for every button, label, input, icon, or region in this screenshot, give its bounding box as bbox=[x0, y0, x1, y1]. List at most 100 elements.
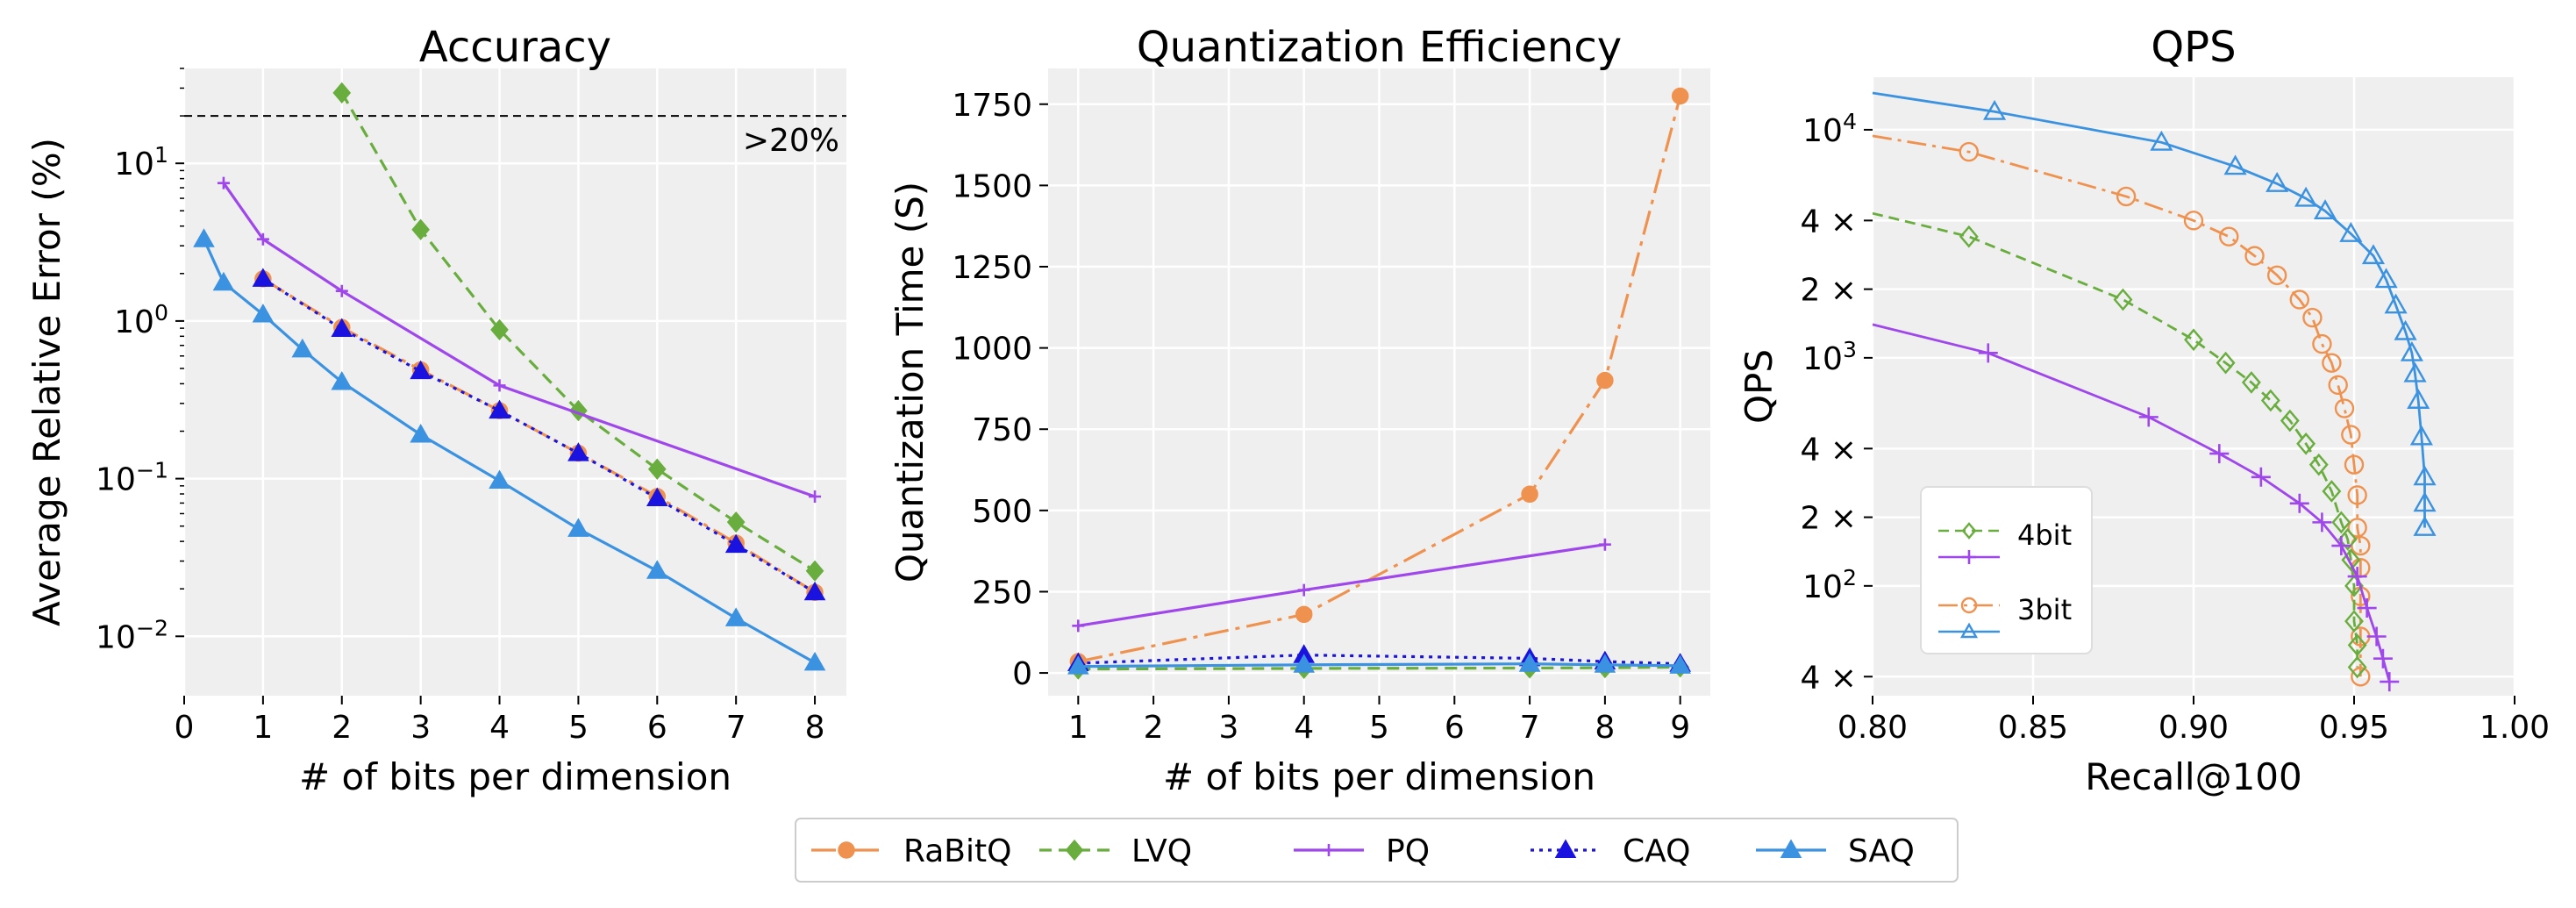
data-point-pq bbox=[809, 490, 822, 503]
x-tick-label: 3 bbox=[410, 710, 431, 746]
x-tick-label: 0.85 bbox=[1998, 710, 2068, 746]
x-tick-label: 6 bbox=[1445, 710, 1465, 746]
data-point-lvq bbox=[2344, 610, 2364, 633]
y-tick-label: 103 bbox=[1802, 336, 1857, 377]
y-axis-label: QPS bbox=[1738, 349, 1780, 424]
data-point-lvq bbox=[2347, 633, 2367, 657]
data-point-pq bbox=[2380, 672, 2400, 692]
data-point-rabitq bbox=[2312, 333, 2332, 354]
y-tick-label: 100 bbox=[114, 299, 168, 340]
panel-2: 1 2 3 4 5 6 7 8 9 0 250 500 750 1000 1250 1500 1750 Quant… bbox=[888, 23, 1710, 798]
y-tick-label: 500 bbox=[972, 494, 1032, 530]
legend-marker-rabitq bbox=[838, 841, 855, 859]
data-point-saq bbox=[2407, 389, 2430, 409]
y-tick-label: 1000 bbox=[952, 332, 1032, 368]
data-point-rabitq bbox=[1596, 371, 1614, 390]
x-tick-label: 0.80 bbox=[1837, 710, 1908, 746]
data-point-pq bbox=[2209, 444, 2230, 464]
y-tick-label: 750 bbox=[972, 412, 1032, 448]
x-tick-label: 2 bbox=[1144, 710, 1164, 746]
x-axis-label: # of bits per dimension bbox=[1163, 755, 1595, 798]
x-tick-label: 9 bbox=[1670, 710, 1690, 746]
data-point-saq bbox=[212, 271, 235, 291]
data-point-lvq bbox=[2331, 511, 2351, 534]
data-point-rabitq bbox=[2183, 211, 2204, 231]
data-point-rabitq bbox=[2266, 265, 2287, 286]
data-point-lvq bbox=[1959, 225, 1979, 248]
series-group bbox=[1873, 91, 2437, 692]
figure-legend-box bbox=[795, 818, 1959, 883]
data-point-saq bbox=[489, 469, 510, 489]
data-point-lvq bbox=[2113, 288, 2133, 311]
data-point-saq bbox=[2409, 425, 2433, 446]
data-point-lvq bbox=[726, 511, 746, 533]
y-tick-label: 1750 bbox=[952, 88, 1032, 124]
data-point-rabitq bbox=[2328, 375, 2348, 396]
x-tick-label: 2 bbox=[332, 710, 352, 746]
data-point-lvq bbox=[647, 458, 667, 480]
qps-legend-label: 3bit bbox=[2017, 593, 2072, 626]
legend-label-pq: PQ bbox=[1386, 833, 1430, 869]
data-point-pq bbox=[2373, 648, 2393, 668]
series-line-caq bbox=[262, 277, 816, 594]
data-point-caq bbox=[803, 581, 826, 601]
y-tick-label: 104 bbox=[1802, 108, 1857, 149]
x-tick-label: 6 bbox=[647, 710, 667, 746]
x-tick-label: 5 bbox=[1369, 710, 1389, 746]
data-point-saq bbox=[2223, 154, 2247, 175]
data-point-rabitq bbox=[2219, 226, 2239, 247]
x-tick-label: 1 bbox=[1068, 710, 1088, 746]
data-point-rabitq bbox=[2341, 425, 2361, 445]
data-point-rabitq bbox=[1295, 605, 1313, 624]
data-point-saq bbox=[1293, 654, 1315, 673]
data-point-saq bbox=[331, 370, 353, 390]
data-point-lvq bbox=[2308, 453, 2329, 476]
x-tick-label: 7 bbox=[1520, 710, 1540, 746]
qps-legend-box bbox=[1920, 486, 2093, 654]
y-tick-label: 102 bbox=[1802, 564, 1857, 605]
x-tick-label: 0 bbox=[175, 710, 195, 746]
qps-legend-marker bbox=[1962, 550, 1976, 564]
data-point-pq bbox=[2366, 626, 2387, 647]
data-point-saq bbox=[2294, 186, 2318, 207]
qps-legend-label: 4bit bbox=[2017, 518, 2072, 552]
series-group bbox=[193, 82, 826, 671]
data-point-saq bbox=[1983, 99, 2007, 120]
y-tick-label: 4 × bbox=[1800, 432, 1857, 468]
data-point-saq bbox=[2413, 516, 2437, 536]
x-tick-label: 8 bbox=[1595, 710, 1615, 746]
data-point-saq bbox=[2266, 171, 2289, 192]
x-tick-label: 1 bbox=[253, 710, 273, 746]
chart-title: Accuracy bbox=[419, 23, 611, 72]
data-point-lvq bbox=[2280, 409, 2300, 433]
y-tick-label: 10−1 bbox=[96, 457, 168, 498]
x-tick-label: 8 bbox=[805, 710, 825, 746]
data-point-saq bbox=[2339, 222, 2363, 242]
data-point-rabitq bbox=[2116, 186, 2137, 207]
y-tick-label: 101 bbox=[114, 142, 168, 183]
x-axis-label: # of bits per dimension bbox=[299, 755, 731, 798]
legend-marker-pq bbox=[1323, 844, 1335, 856]
x-axis-label: Recall@100 bbox=[2085, 755, 2301, 798]
data-point-pq bbox=[1978, 343, 1998, 363]
data-point-pq bbox=[2251, 467, 2271, 487]
data-point-saq bbox=[567, 518, 589, 537]
data-point-saq bbox=[2400, 340, 2423, 361]
data-point-saq bbox=[2413, 465, 2437, 486]
data-point-saq bbox=[2403, 361, 2427, 383]
legend-label-caq: CAQ bbox=[1623, 833, 1690, 869]
x-tick-label: 0.95 bbox=[2319, 710, 2389, 746]
data-point-lvq bbox=[2347, 655, 2367, 679]
qps-legend-marker bbox=[1960, 597, 1978, 614]
y-tick-label: 4 × bbox=[1800, 660, 1857, 696]
data-point-lvq bbox=[2241, 371, 2261, 394]
y-tick-label: 0 bbox=[1012, 656, 1032, 692]
legend-marker-saq bbox=[1780, 839, 1802, 858]
data-point-pq bbox=[2331, 536, 2351, 556]
data-point-rabitq bbox=[2289, 290, 2309, 310]
data-point-rabitq bbox=[2334, 398, 2355, 418]
qps-legend-marker bbox=[1959, 622, 1979, 639]
data-point-saq bbox=[1669, 654, 1691, 674]
data-point-pq bbox=[1297, 583, 1310, 597]
